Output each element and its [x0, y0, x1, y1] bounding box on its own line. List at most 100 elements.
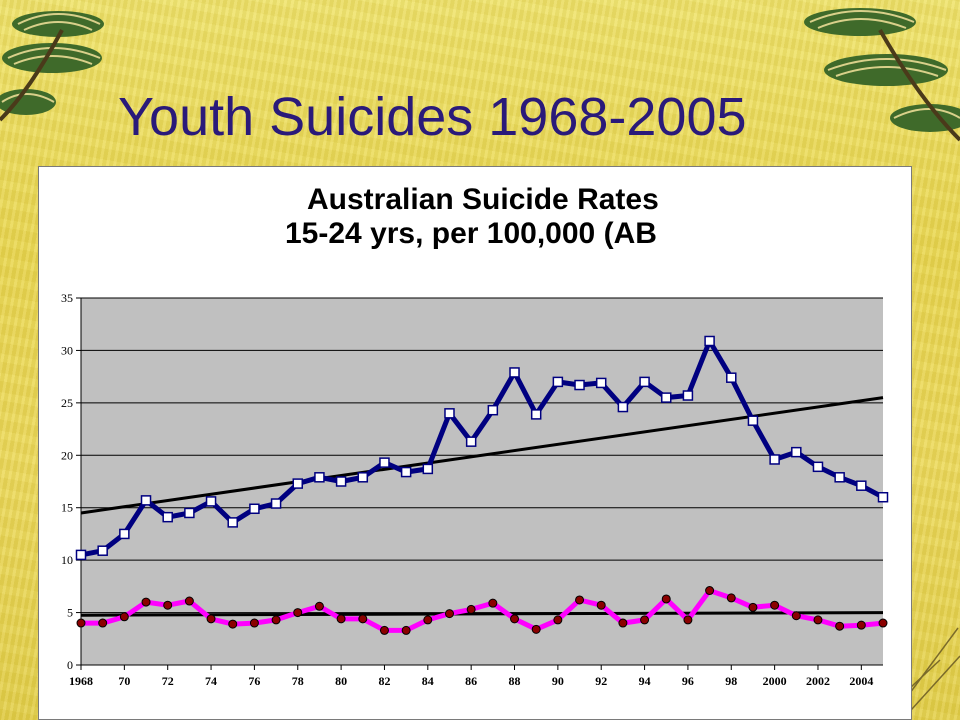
data-point — [487, 404, 499, 416]
x-tick-label: 72 — [162, 674, 174, 688]
data-point — [682, 390, 694, 401]
x-tick-label: 2004 — [849, 674, 873, 688]
pine-branch-icon — [0, 11, 104, 122]
y-tick-label: 35 — [61, 291, 73, 305]
data-point — [856, 480, 867, 491]
x-tick-label: 86 — [465, 674, 477, 688]
y-tick-label: 10 — [61, 553, 73, 567]
data-point — [76, 618, 86, 628]
data-point — [423, 615, 433, 625]
data-point — [661, 594, 671, 604]
data-point — [75, 549, 87, 561]
y-tick-label: 20 — [61, 448, 73, 462]
data-point — [249, 503, 260, 515]
trendline — [80, 611, 884, 617]
data-point — [400, 466, 412, 478]
data-point — [205, 496, 217, 507]
x-tick-label: 84 — [422, 674, 434, 688]
data-point — [618, 618, 628, 628]
data-point — [856, 620, 866, 630]
data-point — [791, 611, 801, 621]
data-point — [748, 602, 758, 612]
data-point — [639, 376, 650, 388]
data-point — [271, 615, 281, 625]
data-point — [509, 367, 520, 378]
data-point — [465, 436, 477, 447]
data-point — [530, 409, 542, 420]
data-point — [335, 476, 347, 487]
data-point — [422, 463, 434, 475]
data-point — [575, 595, 585, 605]
data-point — [97, 545, 108, 556]
data-point — [791, 446, 802, 458]
data-point — [683, 615, 693, 625]
data-point — [660, 392, 672, 403]
data-point — [596, 600, 606, 610]
data-point — [769, 454, 780, 465]
data-point — [98, 618, 108, 628]
x-tick-label: 74 — [205, 674, 217, 688]
x-tick-label: 76 — [248, 674, 260, 688]
data-point — [488, 598, 498, 608]
x-tick-label: 1968 — [69, 674, 93, 688]
chart-title-block: Australian Suicide Rates 15-24 yrs, per … — [285, 181, 679, 251]
data-point — [812, 461, 824, 473]
data-point — [466, 604, 476, 614]
data-point — [617, 401, 629, 413]
x-tick-label: 78 — [292, 674, 304, 688]
y-tick-label: 0 — [67, 658, 73, 672]
data-point — [293, 608, 303, 618]
data-point — [184, 507, 195, 519]
data-point — [877, 491, 889, 503]
data-point — [705, 586, 715, 596]
data-point — [249, 618, 259, 628]
data-point — [531, 624, 541, 634]
data-point — [401, 625, 411, 635]
data-point — [314, 472, 325, 483]
data-point — [835, 621, 845, 631]
line-chart: 0 5 10 15 20 25 30 35 1968 70 72 74 76 78 80 82 84 86 88 90… — [61, 291, 889, 688]
data-point — [574, 379, 585, 391]
data-point — [640, 615, 650, 625]
data-point — [141, 597, 151, 607]
chart-subtitle: 15-24 yrs, per 100,000 (AB — [285, 217, 657, 250]
data-point — [119, 528, 130, 540]
data-point — [704, 335, 715, 347]
x-tick-label: 90 — [552, 674, 564, 688]
x-tick-label: 92 — [595, 674, 607, 688]
data-point — [119, 612, 129, 622]
x-tick-label: 2000 — [763, 674, 787, 688]
x-tick-label: 82 — [378, 674, 390, 688]
data-point — [444, 408, 455, 419]
data-point — [292, 478, 304, 489]
data-point — [270, 498, 282, 509]
data-point — [227, 517, 238, 528]
data-point — [162, 511, 173, 523]
data-point — [813, 615, 823, 625]
data-point — [336, 614, 346, 624]
data-point — [726, 593, 736, 603]
x-tick-label: 88 — [509, 674, 521, 688]
x-tick-label: 2002 — [806, 674, 830, 688]
data-point — [510, 614, 520, 624]
slide-title: Youth Suicides 1968-2005 — [118, 87, 747, 147]
data-point — [770, 600, 780, 610]
data-point — [878, 618, 888, 628]
data-point — [726, 372, 737, 383]
data-point — [444, 609, 454, 619]
data-point — [552, 376, 564, 388]
x-tick-label: 94 — [639, 674, 651, 688]
x-tick-label: 98 — [725, 674, 737, 688]
data-point — [595, 377, 607, 389]
x-tick-label: 70 — [118, 674, 130, 688]
data-point — [163, 600, 173, 610]
data-point — [834, 472, 845, 483]
data-point — [358, 614, 368, 624]
y-tick-label: 30 — [61, 343, 73, 357]
data-point — [228, 619, 238, 629]
data-point — [314, 601, 324, 611]
data-point — [379, 457, 390, 468]
x-tick-label: 96 — [682, 674, 694, 688]
data-point — [184, 596, 194, 606]
data-point — [206, 614, 216, 624]
